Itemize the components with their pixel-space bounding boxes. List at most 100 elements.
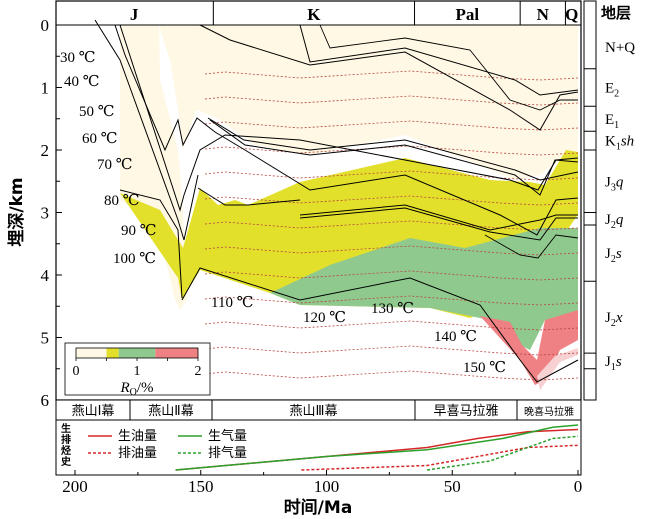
zone-fill-over-mature [537, 348, 578, 390]
x-tick-label: 0 [574, 477, 583, 496]
strata-unit-label: J1s [605, 354, 622, 373]
isotherm-line [204, 370, 579, 381]
burial-curve-line [114, 24, 579, 236]
strata-unit-label: E1 [605, 112, 619, 131]
isotherm-line [204, 70, 579, 81]
y-tick-label: 0 [41, 16, 50, 35]
hydrocarbon-series-line [175, 424, 579, 471]
strata-unit-label: J2s [605, 246, 622, 265]
hydrocarbon-panel-label: 生排烃史 [61, 422, 72, 468]
x-tick-label: 150 [188, 477, 214, 496]
isotherm-line [204, 170, 579, 181]
hydrocarbon-legend-label: 排气量 [208, 445, 247, 461]
ro-legend-swatch [76, 348, 107, 358]
burial-curve-line [119, 189, 183, 299]
isotherm-label: 40 ℃ [64, 74, 100, 90]
x-axis-title: 时间/Ma [284, 497, 353, 518]
zone-fill-mature [270, 228, 578, 350]
tectonic-event-label: 燕山Ⅲ幕 [290, 404, 338, 419]
hydrocarbon-legend-label: 生气量 [208, 428, 247, 444]
strata-unit-label: K1sh [605, 134, 634, 153]
isotherm-line [204, 270, 579, 281]
strata-unit-label: N+Q [605, 40, 635, 56]
period-label: K [307, 5, 321, 24]
isotherm-label: 130 ℃ [371, 301, 414, 317]
burial-curve-line [299, 204, 578, 231]
isotherm-line [204, 245, 579, 256]
isotherm-label: 70 ℃ [97, 157, 133, 173]
isotherm-label: 80 ℃ [104, 193, 140, 209]
tectonic-event-label: 燕山Ⅱ幕 [148, 404, 193, 419]
burial-curve-line [209, 119, 579, 196]
isotherm-line [204, 295, 579, 306]
isotherm-label: 50 ℃ [79, 104, 115, 120]
burial-curve-line [94, 19, 199, 241]
isotherm-label: 120 ℃ [303, 310, 346, 326]
zone-fill-high-mature [480, 310, 578, 385]
y-tick-label: 6 [41, 391, 50, 410]
y-tick-label: 3 [41, 204, 50, 223]
hydrocarbon-legend-label: 生油量 [118, 429, 157, 444]
ro-legend-tick-label: 2 [195, 364, 202, 379]
burial-curve-line [181, 267, 579, 383]
isotherm-label: 140 ℃ [434, 329, 477, 345]
x-tick-label: 100 [314, 477, 340, 496]
y-tick-label: 1 [41, 79, 50, 98]
isotherm-label: 30 ℃ [60, 50, 96, 66]
strata-unit-label: J2x [605, 310, 623, 329]
tectonic-event-label: 晚喜马拉雅 [524, 405, 574, 418]
strata-column-bar [583, 0, 597, 401]
burial-curve-line [119, 24, 579, 212]
burial-curve-line [197, 187, 301, 206]
y-tick-label: 2 [41, 141, 50, 160]
ro-legend-swatch [155, 348, 198, 358]
ro-legend-swatch [106, 348, 119, 358]
y-axis-title: 埋深/km [6, 177, 27, 246]
isotherm-line [204, 120, 579, 131]
maturity-zones [120, 25, 578, 390]
strata-unit-label: E2 [605, 81, 619, 100]
isotherm-lines [204, 70, 579, 381]
strata-column: 地层 N+Q E2 E1 K1sh J3q J2q J2s J2x J1s [583, 0, 635, 401]
ro-legend-title: RO/% [119, 380, 153, 398]
hydrocarbon-panel-border [55, 419, 582, 476]
zone-fill-immature [159, 25, 578, 180]
ro-legend-tick-label: 0 [73, 364, 80, 379]
burial-curve-line [207, 117, 579, 181]
isotherm-line [204, 320, 579, 331]
burial-curve-line [484, 234, 579, 259]
isotherm-line [204, 345, 579, 356]
hydrocarbon-series-line [301, 444, 579, 471]
isotherm-label: 90 ℃ [121, 223, 157, 239]
period-label: Q [565, 5, 578, 24]
y-tick-label: 4 [41, 266, 50, 285]
strata-header: 地层 [601, 4, 631, 22]
ro-legend-tick-label: 1 [134, 364, 141, 379]
isotherm-label: 100 ℃ [113, 251, 156, 267]
isotherm-line [204, 195, 579, 206]
burial-curve-line [319, 24, 578, 111]
x-tick-label: 50 [444, 477, 461, 496]
isotherm-label: 60 ℃ [82, 131, 118, 147]
isotherm-line [204, 95, 579, 106]
isotherm-line [204, 220, 579, 231]
burial-curve-line [199, 24, 579, 131]
period-label: N [537, 5, 550, 24]
tectonic-event-label: 燕山Ⅰ幕 [72, 404, 115, 419]
burial-curve-line [299, 207, 578, 241]
burial-curve-line [299, 24, 579, 96]
tectonic-event-band: 燕山Ⅰ幕 燕山Ⅱ幕 燕山Ⅲ幕 早喜马拉雅 晚喜马拉雅 [55, 399, 582, 421]
period-label: Pal [456, 5, 480, 24]
tectonic-event-label: 早喜马拉雅 [433, 404, 498, 419]
axes: 0 1 2 3 4 5 6 200 150 100 50 0 时间/Ma 埋深/km [6, 16, 582, 518]
hydrocarbon-series-line [426, 435, 579, 471]
ro-legend-swatch [118, 348, 156, 358]
strata-unit-label: J2q [605, 212, 624, 231]
x-tick-label: 200 [62, 477, 88, 496]
y-tick-label: 5 [41, 329, 50, 348]
period-label: J [130, 5, 139, 24]
strata-unit-label: J3q [605, 174, 624, 193]
